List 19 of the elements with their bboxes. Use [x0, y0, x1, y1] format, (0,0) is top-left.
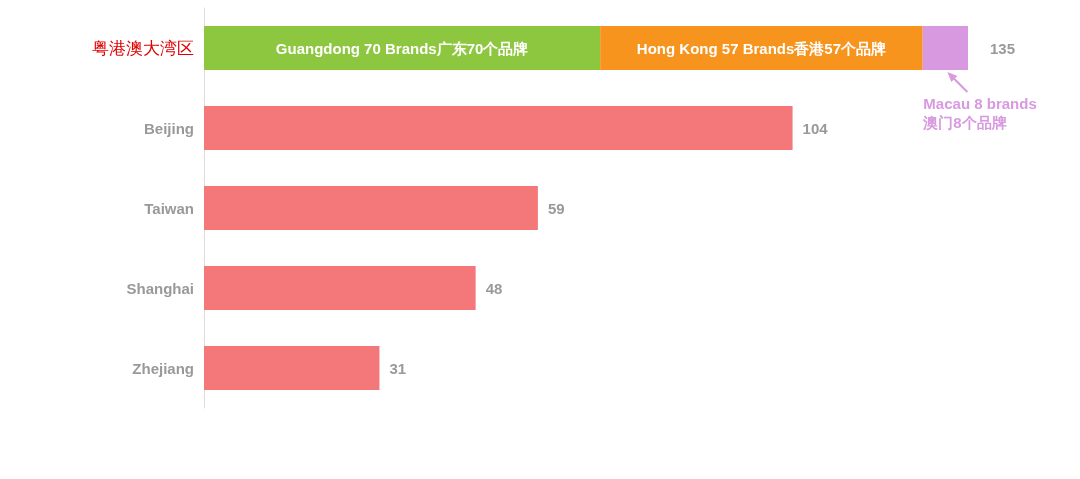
bar: [204, 106, 793, 150]
y-tick-label: Beijing: [143, 119, 194, 137]
y-tick-label: Zhejiang: [132, 359, 194, 377]
data-label: 59: [547, 199, 565, 217]
bar: [204, 266, 476, 310]
data-label: 48: [485, 279, 503, 297]
data-label: Guangdong 70 Brands广东70个品牌: [275, 39, 529, 57]
data-label: 31: [389, 359, 407, 377]
y-tick-label: Shanghai: [126, 279, 194, 297]
data-label: Hong Kong 57 Brands香港57个品牌: [636, 39, 887, 57]
bar: [204, 26, 601, 70]
y-tick-label: 粤港澳大湾区: [92, 38, 194, 58]
annotation: Macau 8 brands 澳门8个品牌: [922, 95, 1037, 131]
y-tick-label: Taiwan: [144, 199, 194, 217]
bar: [204, 186, 538, 230]
total-label: 135: [990, 39, 1016, 57]
bar: [204, 346, 380, 390]
bar: [922, 26, 968, 70]
data-label: 104: [802, 119, 829, 137]
